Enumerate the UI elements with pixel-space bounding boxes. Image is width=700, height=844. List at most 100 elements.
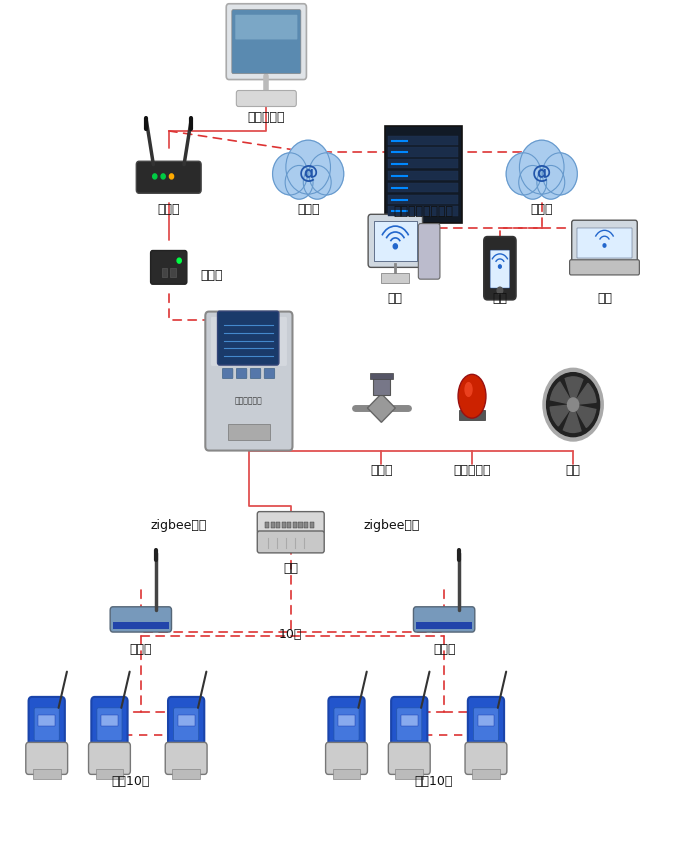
FancyBboxPatch shape	[414, 607, 475, 632]
Wedge shape	[550, 405, 573, 426]
Bar	[401, 715, 418, 727]
Circle shape	[519, 141, 564, 195]
Text: 路由器: 路由器	[158, 203, 180, 216]
Bar	[172, 770, 200, 780]
FancyBboxPatch shape	[218, 311, 279, 365]
Text: 电脑: 电脑	[388, 292, 402, 305]
Bar	[382, 274, 409, 284]
FancyBboxPatch shape	[237, 369, 247, 379]
FancyBboxPatch shape	[88, 743, 130, 775]
FancyBboxPatch shape	[328, 697, 365, 752]
Text: @: @	[532, 164, 552, 182]
Circle shape	[286, 141, 330, 195]
Circle shape	[542, 154, 578, 196]
Wedge shape	[564, 405, 581, 433]
Text: 可接10台: 可接10台	[111, 774, 150, 787]
Circle shape	[303, 166, 331, 200]
Text: 互联网: 互联网	[297, 203, 319, 216]
FancyBboxPatch shape	[264, 369, 274, 379]
Circle shape	[603, 245, 606, 248]
FancyBboxPatch shape	[572, 221, 637, 267]
Text: 安帕尔网络服务器: 安帕尔网络服务器	[393, 205, 453, 219]
Ellipse shape	[464, 382, 473, 398]
Text: 风机: 风机	[566, 463, 580, 477]
FancyBboxPatch shape	[136, 162, 201, 194]
Bar	[95, 770, 123, 780]
Bar	[170, 269, 176, 278]
Bar	[416, 623, 472, 629]
Text: 声光报警器: 声光报警器	[454, 463, 491, 477]
Wedge shape	[565, 377, 583, 405]
Circle shape	[498, 266, 501, 269]
FancyBboxPatch shape	[465, 743, 507, 775]
Bar	[270, 522, 274, 528]
FancyBboxPatch shape	[165, 743, 207, 775]
FancyBboxPatch shape	[389, 160, 458, 169]
FancyBboxPatch shape	[110, 607, 172, 632]
Circle shape	[161, 175, 165, 180]
Bar	[38, 715, 55, 727]
FancyBboxPatch shape	[205, 312, 293, 451]
Bar	[293, 522, 297, 528]
FancyBboxPatch shape	[258, 512, 324, 534]
Circle shape	[519, 166, 547, 200]
FancyBboxPatch shape	[223, 369, 233, 379]
FancyBboxPatch shape	[150, 252, 187, 285]
Text: 终端: 终端	[597, 292, 612, 305]
FancyBboxPatch shape	[389, 743, 430, 775]
FancyBboxPatch shape	[391, 697, 428, 752]
Bar	[287, 522, 291, 528]
Text: 电磁阀: 电磁阀	[370, 463, 393, 477]
Bar	[477, 715, 494, 727]
Bar	[281, 522, 286, 528]
Text: 手机: 手机	[492, 292, 508, 305]
Circle shape	[177, 259, 181, 264]
FancyBboxPatch shape	[389, 137, 458, 146]
Circle shape	[568, 398, 579, 412]
FancyBboxPatch shape	[374, 222, 417, 262]
Bar	[472, 770, 500, 780]
Bar	[370, 373, 393, 380]
Bar	[338, 715, 355, 727]
Bar	[385, 127, 461, 224]
FancyBboxPatch shape	[29, 697, 65, 752]
Bar	[33, 770, 61, 780]
FancyBboxPatch shape	[226, 5, 307, 80]
Ellipse shape	[458, 375, 486, 419]
Bar	[304, 522, 308, 528]
FancyBboxPatch shape	[251, 369, 261, 379]
Text: 单机版电脑: 单机版电脑	[248, 111, 285, 124]
Bar	[298, 522, 302, 528]
Text: 互联网: 互联网	[531, 203, 553, 216]
FancyBboxPatch shape	[419, 225, 440, 280]
FancyBboxPatch shape	[34, 708, 60, 741]
FancyBboxPatch shape	[389, 195, 458, 204]
Circle shape	[393, 245, 398, 250]
Text: 10组: 10组	[279, 627, 302, 641]
FancyBboxPatch shape	[334, 708, 359, 741]
Text: zigbee信号: zigbee信号	[364, 518, 420, 531]
Text: @: @	[298, 164, 318, 182]
Bar	[162, 269, 167, 278]
FancyBboxPatch shape	[570, 261, 639, 276]
FancyBboxPatch shape	[211, 317, 287, 366]
Circle shape	[169, 175, 174, 180]
Bar	[276, 522, 280, 528]
Text: 中继器: 中继器	[130, 642, 152, 656]
Circle shape	[537, 166, 565, 200]
Circle shape	[153, 175, 157, 180]
Bar	[373, 378, 390, 395]
FancyBboxPatch shape	[468, 697, 504, 752]
Wedge shape	[573, 405, 596, 428]
FancyBboxPatch shape	[26, 743, 68, 775]
Circle shape	[309, 154, 344, 196]
Bar	[514, 170, 570, 187]
FancyBboxPatch shape	[168, 697, 204, 752]
Circle shape	[497, 288, 503, 295]
Text: 中继器: 中继器	[433, 642, 456, 656]
Text: zigbee信号: zigbee信号	[150, 518, 207, 531]
Bar	[395, 770, 423, 780]
Circle shape	[547, 373, 600, 437]
FancyBboxPatch shape	[484, 237, 516, 300]
FancyBboxPatch shape	[389, 183, 458, 192]
